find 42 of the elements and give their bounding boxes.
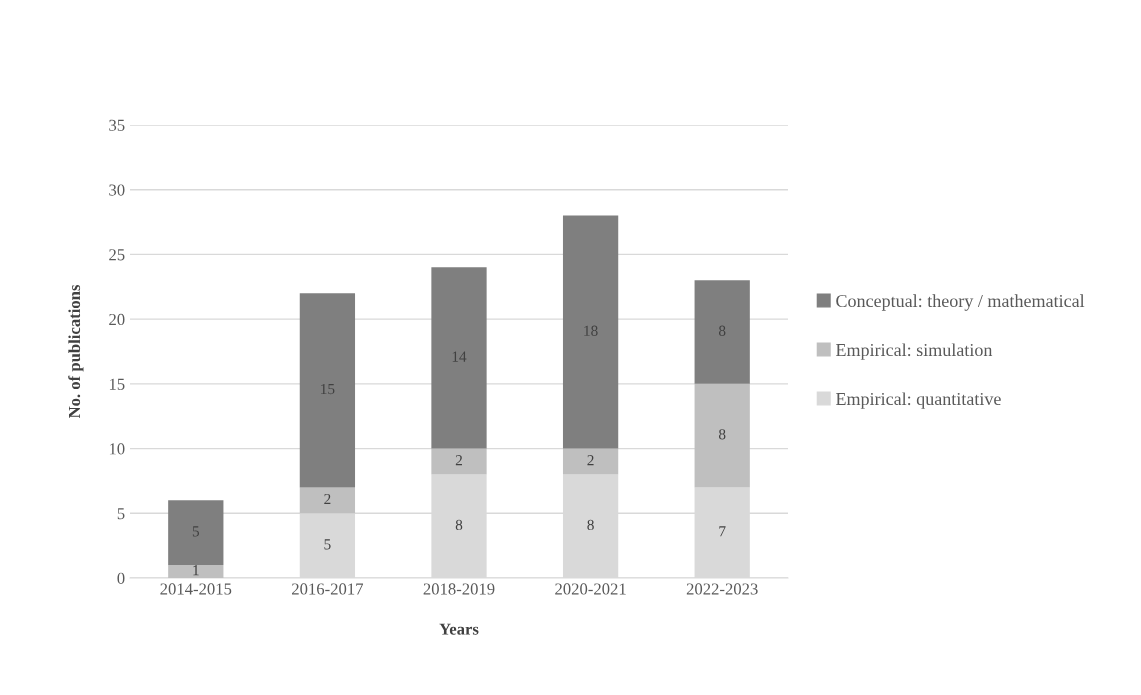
- y-tick-label: 20: [109, 313, 125, 326]
- bar: [299, 487, 356, 514]
- legend-label: Empirical: quantitative: [835, 392, 1001, 409]
- data-label: 8: [587, 519, 594, 531]
- data-label: 2: [324, 493, 331, 505]
- data-label: 8: [455, 519, 463, 531]
- data-label: 1: [193, 565, 199, 576]
- bar: [562, 448, 619, 475]
- data-label: 5: [192, 526, 200, 537]
- bar: [168, 565, 224, 578]
- data-label: 2: [587, 455, 594, 466]
- legend-label: Empirical: simulation: [835, 343, 993, 360]
- legend-label: Conceptual: theory / mathematical: [836, 294, 1085, 311]
- x-tick-label: 2022-2023: [686, 583, 758, 595]
- y-tick-label: 30: [109, 184, 125, 196]
- data-label: 2: [455, 455, 462, 466]
- x-axis-title: Years: [439, 623, 479, 635]
- data-label: 8: [718, 325, 726, 336]
- x-tick-label: 2014-2015: [160, 583, 232, 595]
- bar: [168, 500, 224, 566]
- x-tick-label: 2016-2017: [292, 583, 364, 595]
- bar: [694, 383, 750, 488]
- y-tick-label: 25: [109, 249, 125, 261]
- y-tick-label: 5: [117, 508, 125, 520]
- x-tick-label: 2020-2021: [555, 583, 626, 595]
- data-label: 14: [452, 351, 467, 362]
- data-label: 7: [719, 526, 726, 537]
- y-axis-title: No. of publications: [68, 285, 84, 419]
- y-tick-label: 15: [109, 378, 125, 390]
- y-tick-label: 0: [117, 572, 125, 584]
- bar: [431, 267, 487, 449]
- y-tick-label: 10: [109, 443, 125, 455]
- data-label: 5: [324, 539, 331, 550]
- x-tick-label: 2018-2019: [423, 583, 495, 595]
- data-label: 15: [321, 383, 335, 395]
- bar: [431, 448, 487, 475]
- y-tick-label: 35: [109, 119, 125, 131]
- bar: [694, 280, 750, 384]
- bar: [299, 293, 356, 488]
- data-label: 18: [584, 325, 598, 336]
- data-label: 8: [718, 429, 726, 440]
- bar: [562, 215, 619, 449]
